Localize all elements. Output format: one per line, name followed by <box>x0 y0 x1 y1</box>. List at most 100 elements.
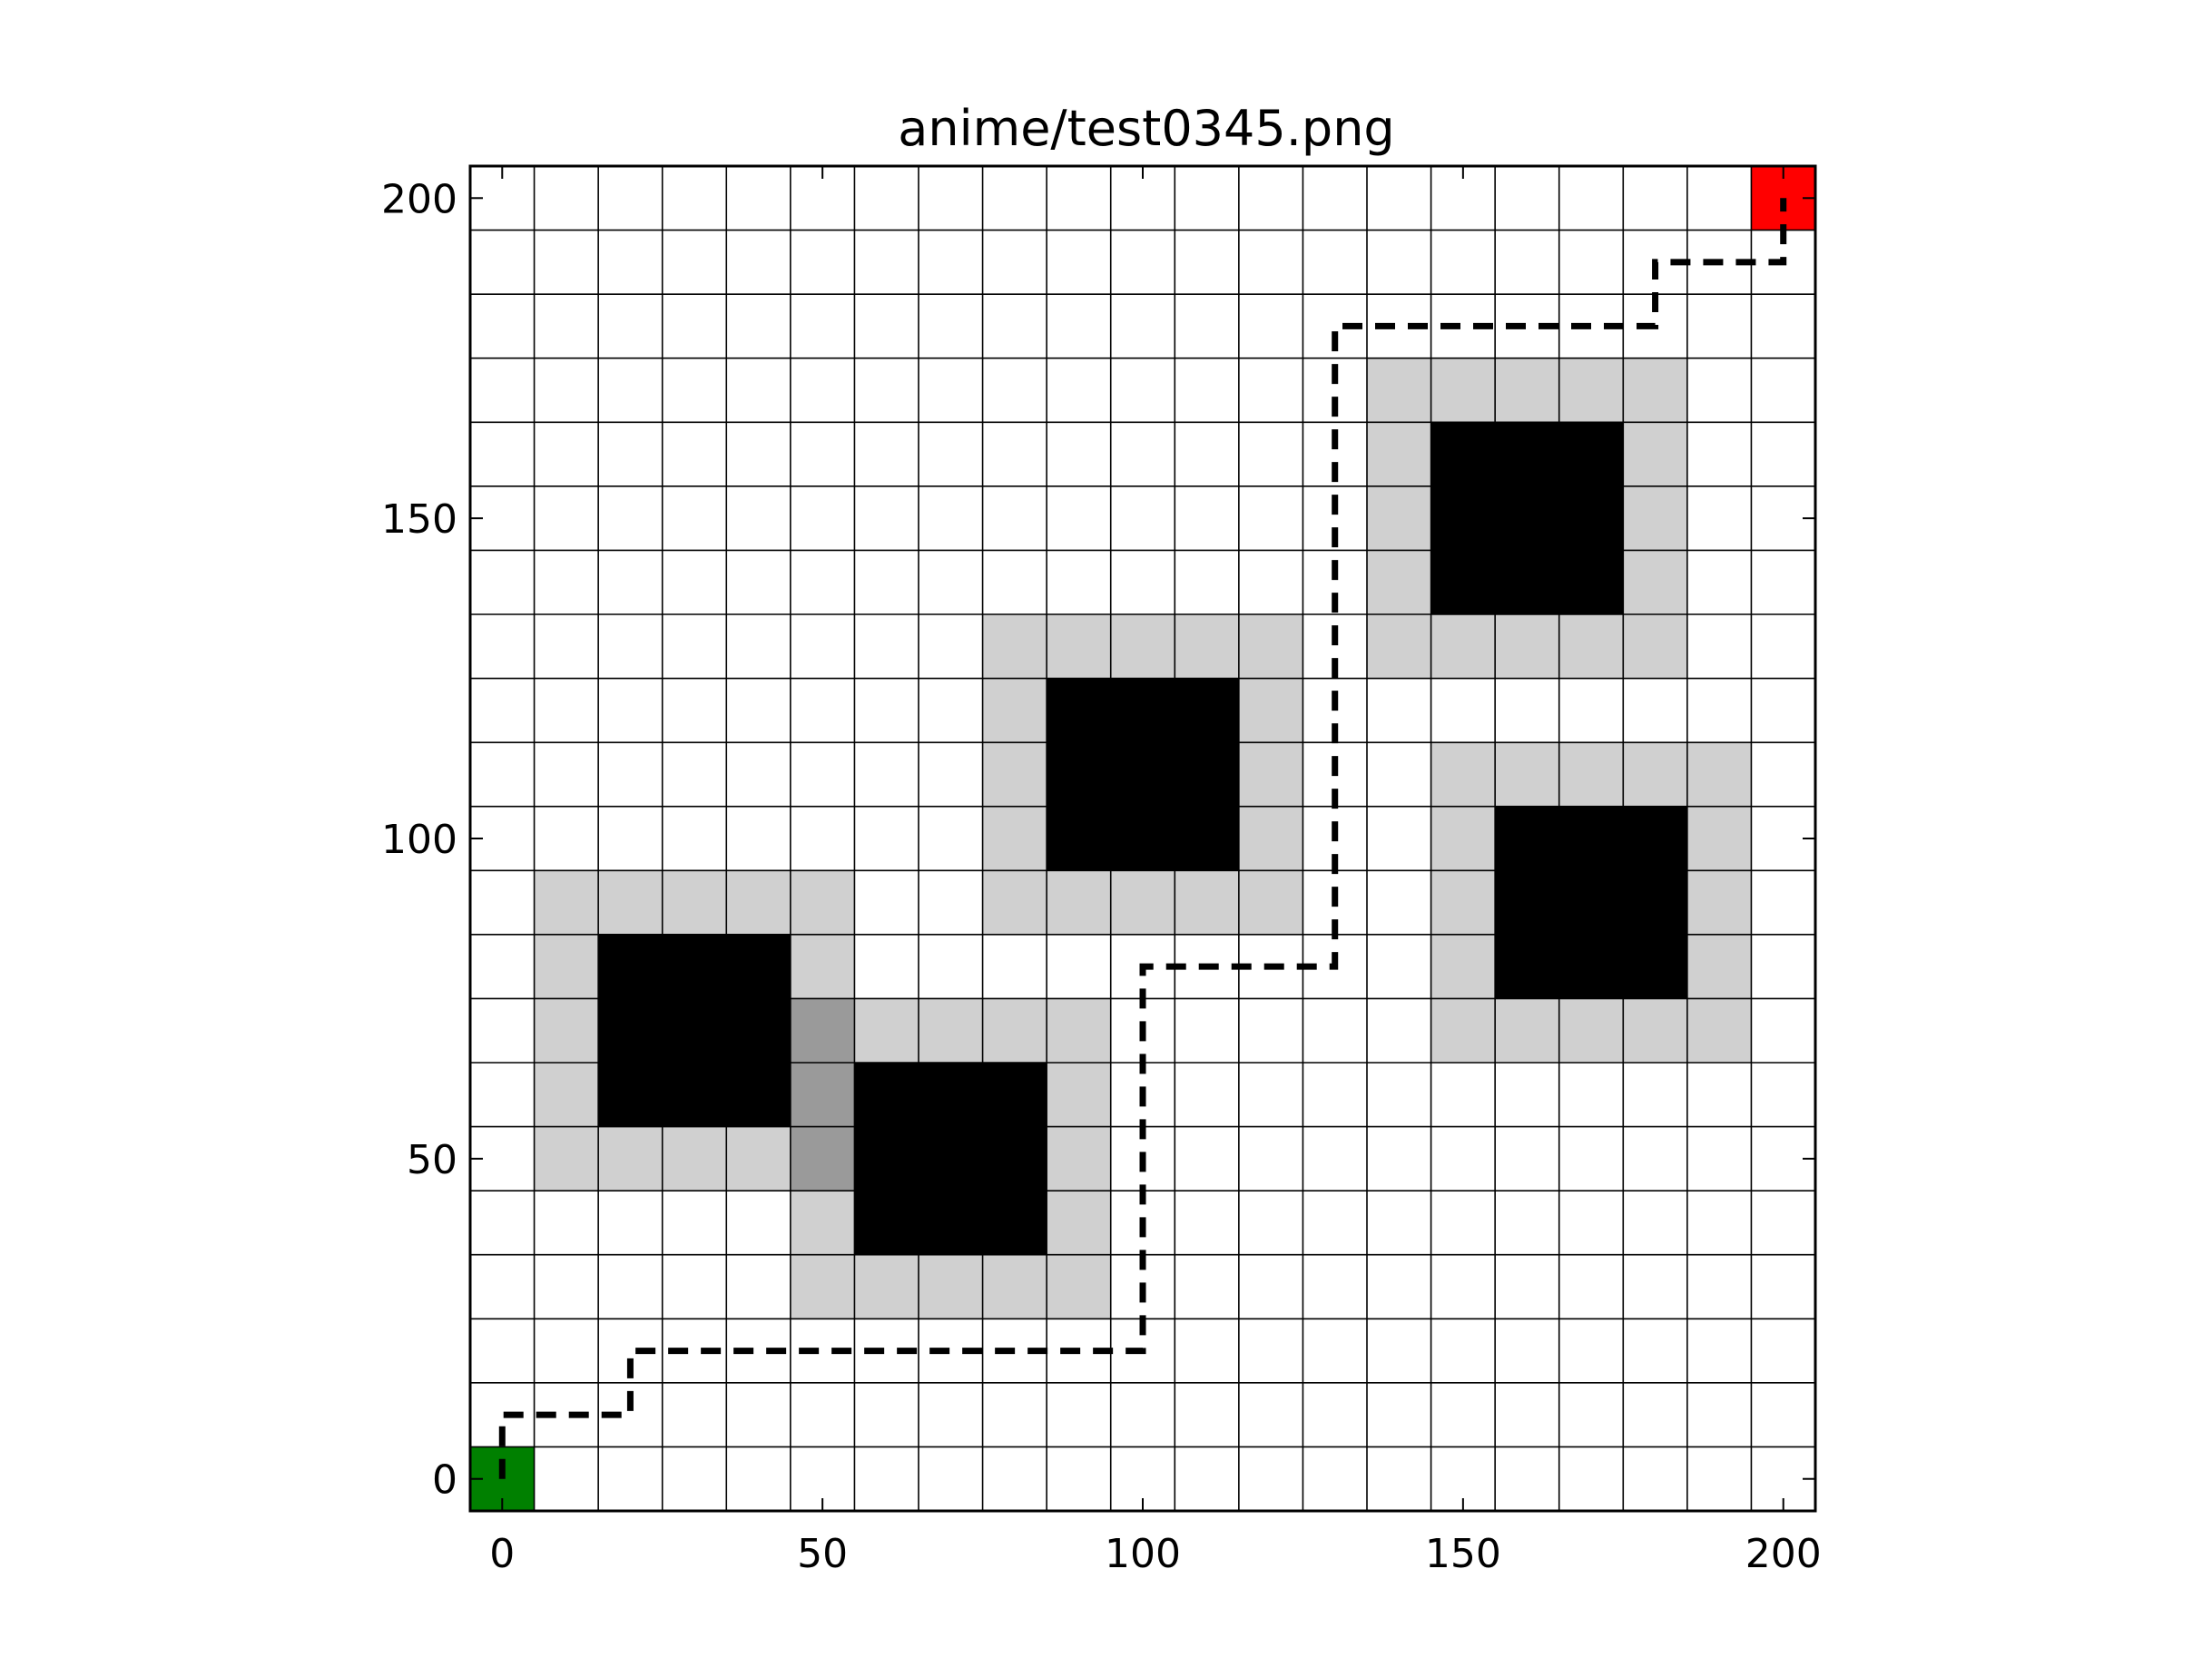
obstacle-cell <box>1558 485 1624 551</box>
margin-cell <box>1047 998 1111 1063</box>
margin-cell <box>1623 422 1687 486</box>
margin-cell <box>1558 998 1624 1063</box>
obstacle-cell <box>1430 485 1496 551</box>
margin-cell <box>919 1254 983 1319</box>
margin-cell <box>1623 358 1687 423</box>
margin-cell <box>982 998 1047 1063</box>
margin-cell <box>1238 678 1303 743</box>
margin-cell <box>726 1126 791 1191</box>
ticks-layer <box>470 166 1815 1511</box>
margin-cell <box>1047 870 1111 935</box>
overlap-margin-cell <box>790 1126 855 1191</box>
margin-cell <box>598 870 663 935</box>
obstacle-cell <box>1623 934 1687 999</box>
margin-cell <box>982 614 1047 679</box>
margin-cell <box>854 1254 919 1319</box>
overlap-margin-cell <box>790 1063 855 1127</box>
x-tick-label: 200 <box>1745 1531 1822 1577</box>
y-tick-label: 150 <box>381 496 457 543</box>
margin-cell <box>1430 358 1496 423</box>
obstacle-cell <box>598 934 663 999</box>
margin-cell <box>1047 1063 1111 1127</box>
margin-cell <box>1495 742 1559 807</box>
obstacle-cell <box>1175 806 1239 871</box>
margin-cell <box>1623 998 1687 1063</box>
margin-cell <box>982 1254 1047 1319</box>
margin-cell <box>1047 1191 1111 1255</box>
margin-cell <box>1367 358 1431 423</box>
obstacle-cell <box>1558 934 1624 999</box>
obstacle-cell <box>1495 485 1559 551</box>
margin-cell <box>982 870 1047 935</box>
margin-cell <box>1367 614 1431 679</box>
obstacle-cell <box>982 1191 1047 1255</box>
obstacle-cell <box>726 1063 791 1127</box>
obstacle-cell <box>1047 742 1111 807</box>
obstacle-cell <box>1558 806 1624 871</box>
margin-cell <box>790 934 855 999</box>
chart-title: anime/test0345.png <box>898 100 1394 157</box>
margin-cell <box>534 1063 599 1127</box>
path-layer <box>498 198 1787 1479</box>
margin-cell <box>1430 870 1496 935</box>
margin-cell <box>1238 742 1303 807</box>
obstacle-cell <box>1175 742 1239 807</box>
margin-cell <box>1430 806 1496 871</box>
x-tick-label: 100 <box>1105 1531 1181 1577</box>
x-tick-label: 0 <box>489 1531 515 1577</box>
margin-cell <box>1238 806 1303 871</box>
margin-cell <box>1175 870 1239 935</box>
grid-layer <box>470 166 1815 1511</box>
obstacle-cell <box>854 1191 919 1255</box>
obstacle-cell <box>1110 806 1175 871</box>
obstacle-cell <box>662 998 727 1063</box>
margin-cell <box>1430 934 1496 999</box>
x-tick-label: 50 <box>797 1531 848 1577</box>
y-tick-label: 100 <box>381 817 457 863</box>
obstacle-cell <box>1495 934 1559 999</box>
margin-cell <box>1430 614 1496 679</box>
y-tick-label: 200 <box>381 176 457 222</box>
obstacle-cell <box>982 1126 1047 1191</box>
obstacle-cell <box>598 998 663 1063</box>
margin-cell <box>1047 614 1111 679</box>
margin-cell <box>1623 550 1687 614</box>
tick-labels-layer: 0 50 100 150 200 0 50 100 150 200 <box>381 176 1822 1577</box>
margin-cell <box>1623 485 1687 551</box>
obstacle-cell <box>854 1126 919 1191</box>
obstacle-cell <box>662 1063 727 1127</box>
margin-cell <box>662 1126 727 1191</box>
margin-cell <box>1558 614 1624 679</box>
margin-cell <box>598 1126 663 1191</box>
x-tick-label: 150 <box>1425 1531 1501 1577</box>
obstacle-cell <box>598 1063 663 1127</box>
margin-cell <box>1495 358 1559 423</box>
obstacle-cell <box>1558 550 1624 614</box>
obstacle-cell <box>1495 870 1559 935</box>
obstacle-cell <box>919 1126 983 1191</box>
obstacle-cell <box>1110 742 1175 807</box>
margin-cell <box>1367 422 1431 486</box>
obstacle-cell <box>1558 870 1624 935</box>
margin-cell <box>1238 870 1303 935</box>
margin-cell <box>662 870 727 935</box>
obstacle-cell <box>1495 806 1559 871</box>
margin-cell <box>1686 806 1752 871</box>
obstacle-cell <box>1623 870 1687 935</box>
margin-cell <box>1175 614 1239 679</box>
margin-cell <box>1495 998 1559 1063</box>
margin-cell <box>534 998 599 1063</box>
margin-cell <box>534 1126 599 1191</box>
margin-cell <box>1110 870 1175 935</box>
obstacle-cell <box>919 1063 983 1127</box>
margin-cell <box>1047 1126 1111 1191</box>
margin-cell <box>1430 998 1496 1063</box>
overlap-margin-cell <box>790 998 855 1063</box>
margin-cell <box>1430 742 1496 807</box>
obstacle-cell <box>726 998 791 1063</box>
margin-cell <box>1367 485 1431 551</box>
margin-cell <box>982 742 1047 807</box>
margin-cell <box>790 870 855 935</box>
margin-cell <box>982 806 1047 871</box>
